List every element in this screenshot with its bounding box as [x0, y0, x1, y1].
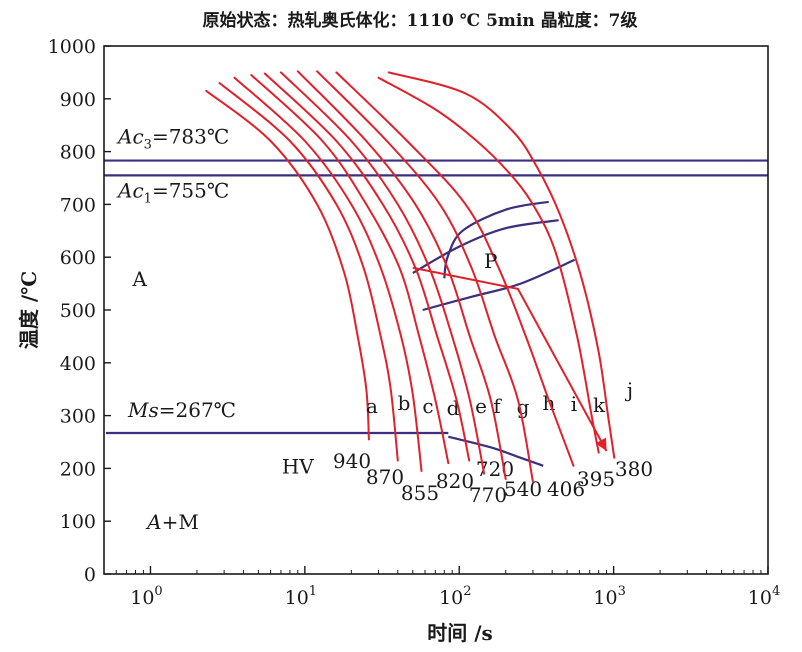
chart-title: 原始状态：热轧奥氏体化：1110 ℃ 5min 晶粒度：7级 [203, 10, 638, 31]
x-axis-title: 时间 /s [427, 621, 493, 645]
boundary-pearlite-mid [412, 219, 559, 274]
region-label: P [484, 249, 497, 273]
y-tick-label: 400 [60, 353, 96, 375]
cooling-curves: a940b870c855d820e720f770g540h406i395kj38… [205, 70, 653, 507]
region-label: HV [282, 455, 314, 479]
curve-letter-f: f [493, 394, 502, 418]
axes: 0 100 200 300 400 500 600 700 800 900 1000 100 101 10… [48, 36, 781, 609]
region-label: A [131, 267, 147, 291]
curve-letter-b: b [398, 391, 411, 415]
region-label: A+M [145, 510, 199, 534]
reference-label: Ac3=783℃ [116, 125, 229, 153]
cooling-curve-g [296, 70, 507, 480]
x-tick-label: 104 [748, 584, 780, 609]
transformation-arrow [412, 266, 608, 452]
hardness-value-a: 940 [333, 449, 371, 473]
hardness-value-d: 820 [436, 469, 474, 493]
hardness-value-h: 406 [547, 477, 585, 501]
hardness-value-g: 540 [504, 477, 542, 501]
hardness-value-f: 770 [469, 483, 507, 507]
hardness-value-j: 380 [615, 457, 653, 481]
hardness-value-i: 395 [577, 467, 615, 491]
x-tick-label: 103 [593, 584, 625, 609]
cooling-curve-f [279, 71, 486, 475]
cooling-curve-c [233, 76, 423, 472]
y-tick-label: 300 [60, 406, 96, 428]
curve-letter-e: e [475, 394, 487, 418]
y-tick-label: 1000 [48, 36, 96, 58]
reference-label: Ac1=755℃ [116, 178, 229, 206]
boundary-martensite-start [448, 435, 544, 467]
reference-label: Ms=267℃ [127, 398, 236, 422]
x-tick-label: 100 [130, 584, 162, 609]
y-tick-label: 100 [60, 511, 96, 533]
boundary-pearlite-finish [422, 258, 576, 312]
y-tick-label: 200 [60, 458, 96, 480]
curve-letter-i: i [571, 392, 577, 416]
cooling-curve-k [377, 76, 600, 454]
y-tick-label: 600 [60, 247, 96, 269]
y-tick-label: 900 [60, 89, 96, 111]
y-tick-label: 500 [60, 300, 96, 322]
cooling-curve-h [316, 70, 534, 483]
cooling-curve-a [205, 89, 370, 441]
cooling-curve-j [387, 71, 616, 459]
curve-letter-j: j [625, 378, 633, 402]
cooling-curve-i [335, 71, 575, 467]
x-tick-label: 102 [439, 584, 471, 609]
hardness-value-c: 855 [401, 481, 439, 505]
x-tick-label: 101 [285, 584, 317, 609]
y-tick-label: 0 [84, 564, 96, 586]
reference-lines: Ac3=783℃ Ac1=755℃ Ms=267℃ [104, 125, 768, 435]
cooling-curve-b [218, 82, 399, 462]
annotation-labels: A P HV A+M [131, 249, 497, 534]
curve-letter-c: c [422, 394, 433, 418]
y-tick-label: 700 [60, 194, 96, 216]
curve-letter-a: a [366, 394, 378, 418]
hardness-value-b: 870 [366, 465, 404, 489]
y-tick-label: 800 [60, 142, 96, 164]
y-axis-title: 温度 /℃ [17, 271, 41, 349]
arrow-head [595, 437, 607, 451]
curve-letter-k: k [593, 393, 606, 417]
curve-letter-g: g [517, 395, 530, 419]
cooling-curve-d [250, 74, 450, 465]
